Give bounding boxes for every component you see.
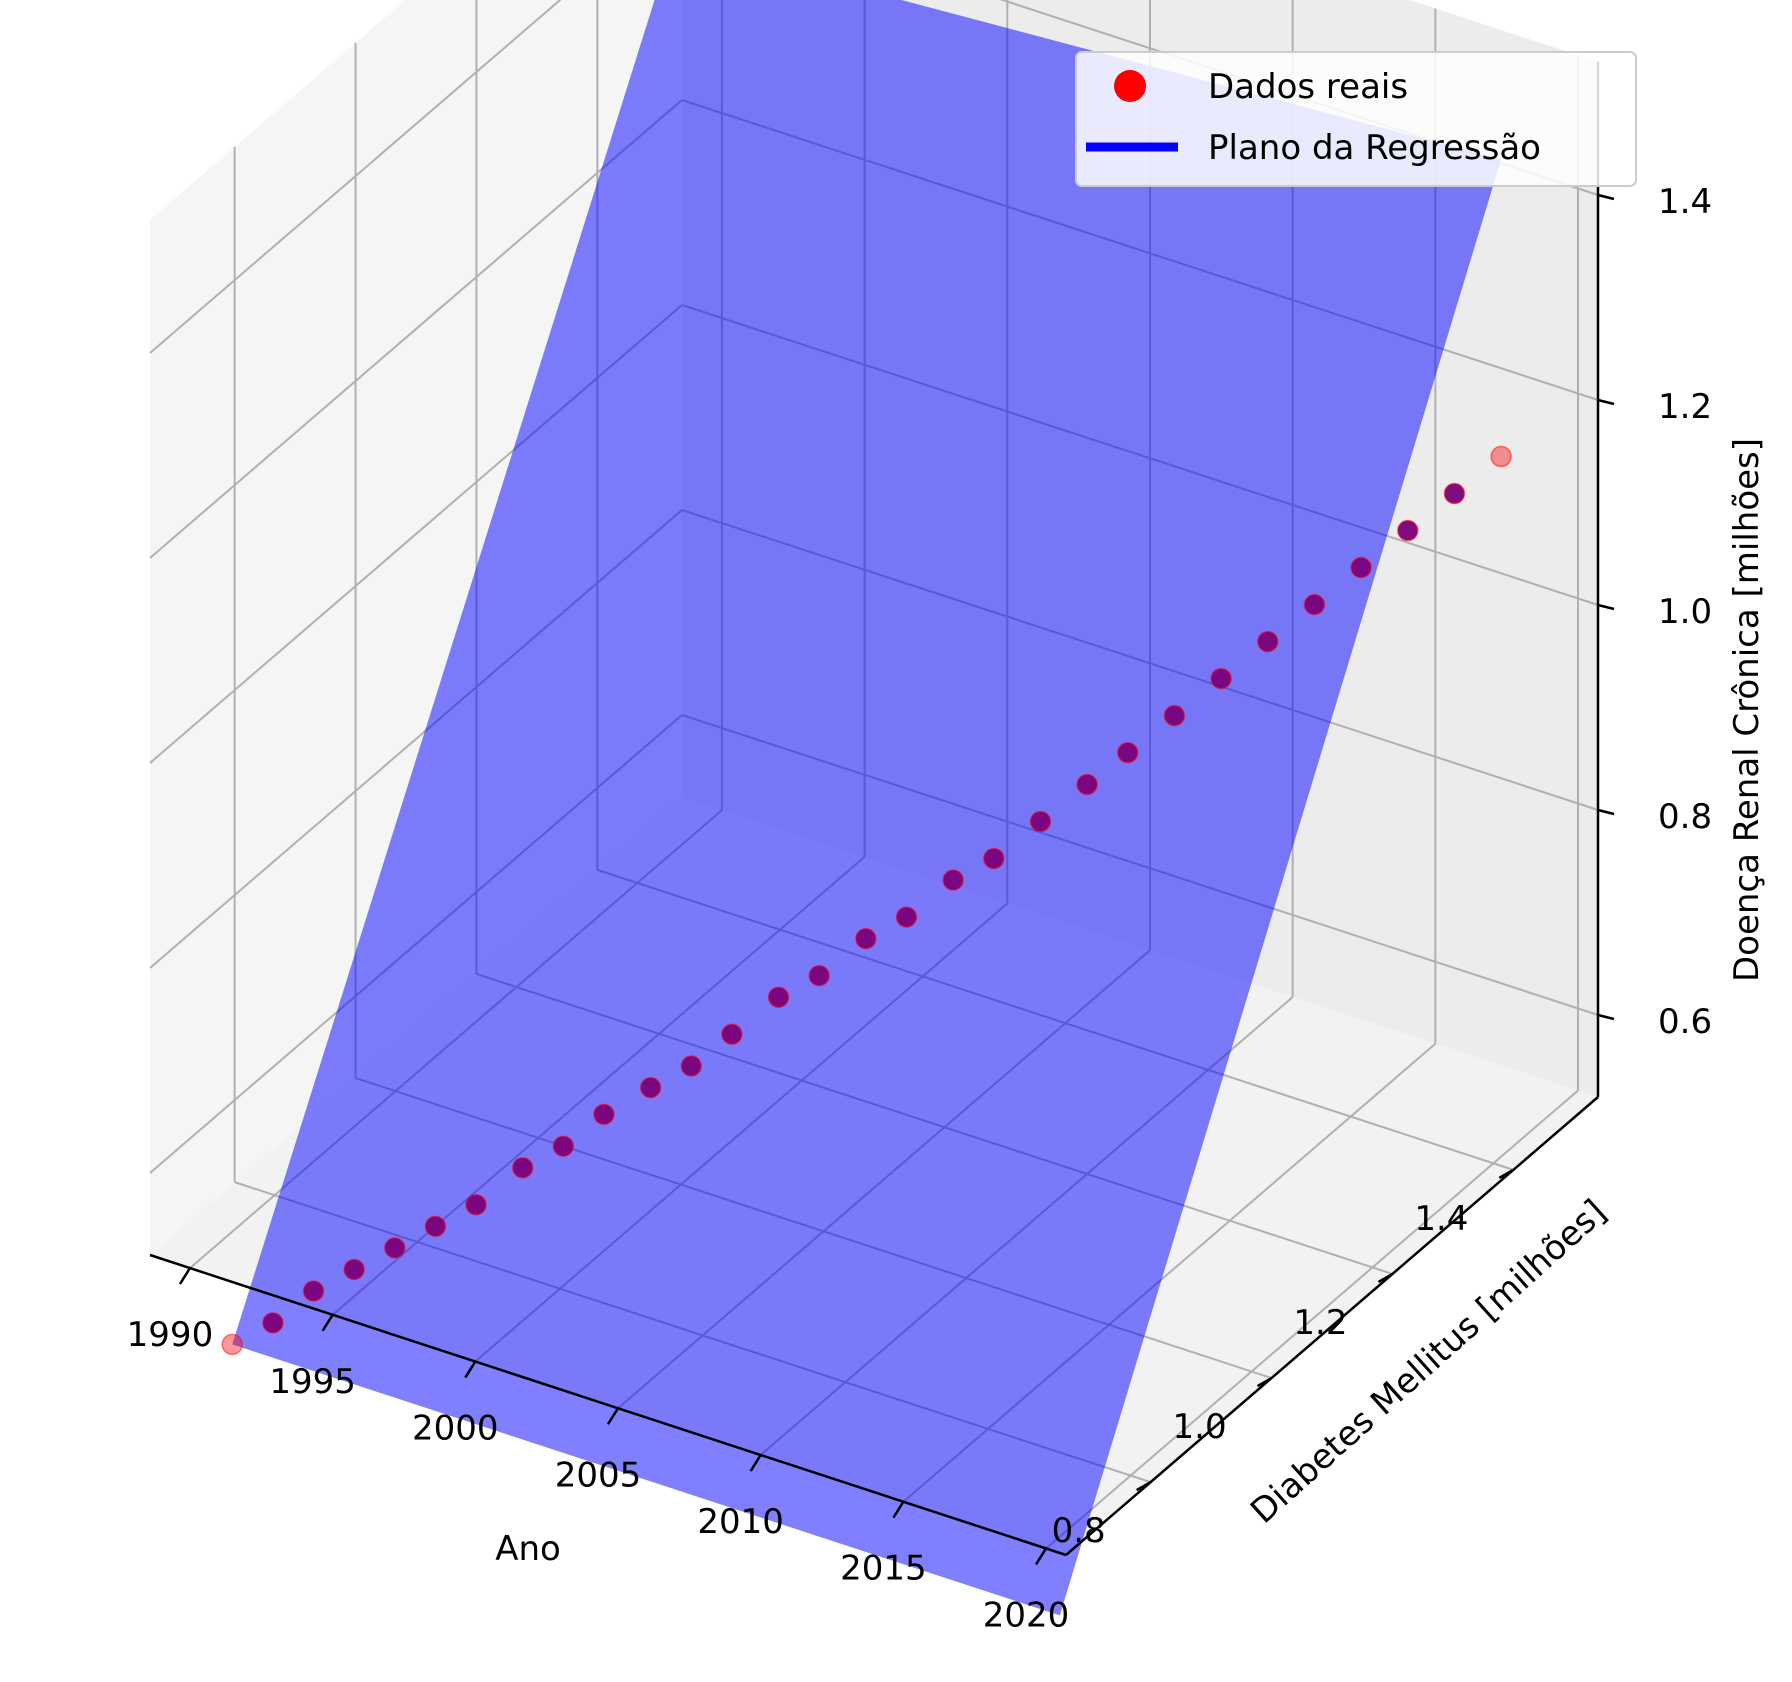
x-tick-mark <box>749 1454 762 1472</box>
z-tick-mark <box>1597 808 1615 816</box>
data-points <box>221 445 1512 1356</box>
y-tick-label: 0.8 <box>1052 1511 1106 1551</box>
z-tick-mark <box>1597 603 1615 611</box>
legend-box <box>1075 51 1637 187</box>
data-point <box>1029 810 1052 833</box>
x-tick-label: 2005 <box>555 1455 642 1495</box>
axis-lines <box>149 61 1615 1566</box>
x-tick-label: 2015 <box>840 1549 927 1589</box>
data-point <box>1076 773 1098 796</box>
z-tick-label: 0.8 <box>1658 797 1712 837</box>
data-point <box>1116 741 1139 764</box>
data-point <box>639 1076 662 1099</box>
y-tick-mark <box>1498 1168 1514 1179</box>
y-tick-mark <box>1136 1481 1152 1492</box>
y-tick-label: 1.2 <box>1293 1303 1347 1343</box>
data-point <box>1443 482 1466 505</box>
regression-plane-layer <box>232 0 1502 1616</box>
x-tick-label: 2000 <box>412 1409 499 1449</box>
legend: Dados reais Plano da Regressão <box>1075 51 1637 187</box>
grid-line-z-left <box>149 0 562 354</box>
legend-marker-dados-reais <box>1114 70 1146 102</box>
x-tick-mark <box>464 1360 477 1379</box>
data-point <box>465 1194 487 1216</box>
x-tick-label: 2020 <box>983 1595 1070 1635</box>
z-tick-mark <box>1597 193 1615 201</box>
data-point <box>593 1103 615 1126</box>
legend-label-dados-reais: Dados reais <box>1208 67 1408 107</box>
x-tick-mark <box>321 1314 334 1332</box>
x-tick-label: 1995 <box>269 1362 356 1402</box>
y-tick-label: 1.4 <box>1414 1199 1468 1239</box>
data-point <box>767 986 790 1008</box>
x-tick-label: 2010 <box>697 1502 784 1542</box>
data-point <box>552 1135 575 1157</box>
data-point <box>424 1215 447 1238</box>
y-tick-mark <box>1377 1272 1394 1284</box>
data-point <box>855 927 877 950</box>
x-tick-label: 1990 <box>127 1315 214 1355</box>
data-point <box>983 847 1005 870</box>
z-tick-label: 0.6 <box>1658 1002 1712 1042</box>
data-point <box>942 869 964 891</box>
data-point <box>1210 667 1232 690</box>
y-tick-mark <box>1256 1376 1273 1388</box>
data-point <box>680 1055 703 1077</box>
data-point <box>721 1023 743 1045</box>
data-point <box>895 906 918 928</box>
data-point <box>1490 445 1512 468</box>
y-tick-label: 1.0 <box>1173 1407 1227 1447</box>
grid-line-x-floor <box>1045 1089 1579 1550</box>
z-tick-label: 1.2 <box>1658 387 1712 427</box>
grid-line-z-left <box>149 99 683 559</box>
x-axis-label: Ano <box>495 1529 561 1569</box>
data-point <box>511 1157 534 1179</box>
z-axis-label: Doença Renal Crônica [milhões] <box>1727 438 1767 982</box>
data-point <box>1303 593 1326 616</box>
x-tick-mark <box>1034 1547 1048 1566</box>
x-tick-mark <box>892 1501 905 1519</box>
data-point <box>343 1258 365 1281</box>
regression-plane <box>232 0 1502 1616</box>
z-tick-label: 1.0 <box>1658 592 1712 632</box>
data-point <box>302 1280 325 1302</box>
data-point <box>384 1237 406 1259</box>
data-point <box>1397 519 1419 542</box>
data-point <box>1257 630 1279 653</box>
data-point <box>262 1312 284 1334</box>
z-tick-mark <box>1597 1013 1615 1021</box>
z-tick-mark <box>1597 398 1615 406</box>
data-point <box>1163 704 1186 727</box>
z-tick-label: 1.4 <box>1658 182 1712 222</box>
x-tick-mark <box>178 1267 192 1285</box>
left-wall-pane <box>150 0 682 1255</box>
x-axis-line <box>149 1253 1067 1557</box>
tick-labels: 1990 1995 2000 2005 2010 2015 2020 0.8 1.0 1.2 1.4… <box>127 182 1712 1635</box>
data-point <box>1350 556 1372 579</box>
data-point <box>221 1333 244 1356</box>
data-point <box>808 964 830 987</box>
legend-label-plano: Plano da Regressão <box>1208 128 1541 168</box>
x-tick-mark <box>606 1407 620 1425</box>
